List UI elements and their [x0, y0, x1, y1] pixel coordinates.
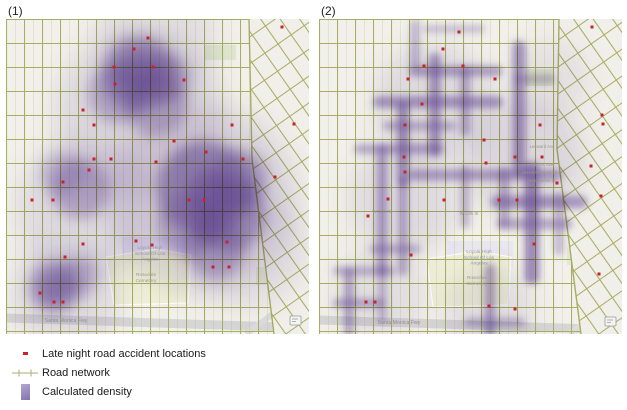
panel-2-label: (2) [321, 4, 336, 18]
svg-text:San Marino St: San Marino St [528, 178, 556, 183]
panel-2: (2) [319, 0, 622, 334]
panel-1-map: Loyola High School Of Los Angeles Rosedale C… [6, 19, 309, 334]
accident-dot-icon [8, 352, 42, 355]
panel1-density-layer [29, 36, 268, 313]
map-panels: (1) [6, 0, 622, 334]
legend-item-road-network: Road network [8, 364, 627, 381]
panel2-density-layer [332, 19, 588, 334]
panel1-labels-layer: Loyola High School Of Los Angeles Rosedale C… [45, 245, 166, 324]
legend: Late night road accident locations Road … [8, 345, 627, 400]
panel2-labels-layer: Loyola High School Of Los Angeles Rosedale C… [373, 144, 562, 326]
panel-1: (1) [6, 0, 309, 334]
panel2-dots-layer [364, 25, 605, 311]
svg-text:Santa Monica Fwy: Santa Monica Fwy [378, 320, 421, 326]
panel1-dots-layer [30, 25, 296, 304]
legend-label-density: Calculated density [42, 385, 132, 398]
legend-item-density: Calculated density [8, 383, 627, 400]
map-watermark-icon [604, 316, 617, 327]
legend-label-road-network: Road network [42, 366, 110, 379]
svg-text:James M Wood Blvd: James M Wood Blvd [521, 170, 561, 175]
legend-item-accidents: Late night road accident locations [8, 345, 627, 362]
density-swatch-icon [8, 383, 42, 400]
svg-text:W 12th St: W 12th St [460, 211, 480, 216]
road-line-icon [8, 367, 42, 379]
svg-text:Francis Ave: Francis Ave [531, 162, 554, 167]
legend-label-accidents: Late night road accident locations [42, 347, 206, 360]
svg-text:Santa Monica Fwy: Santa Monica Fwy [45, 318, 88, 324]
panel-2-map: Loyola High School Of Los Angeles Rosedale C… [319, 19, 622, 334]
panel-1-label: (1) [8, 4, 23, 18]
svg-text:Leeward Ave: Leeward Ave [530, 144, 555, 149]
svg-text:W 15th St: W 15th St [373, 209, 393, 214]
map-watermark-icon [289, 315, 302, 326]
